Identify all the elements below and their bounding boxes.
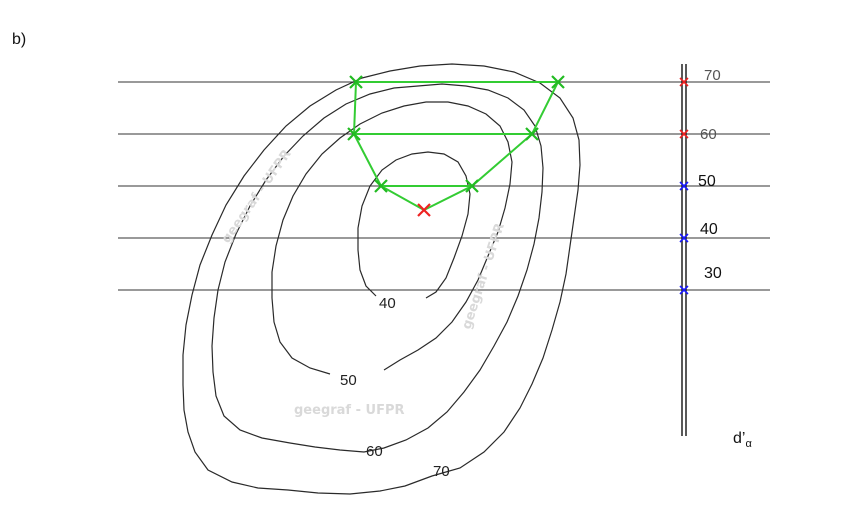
level-label-60: 60 [700,126,717,143]
contour-label-60: 60 [366,443,383,460]
contour-label-70: 70 [433,463,450,480]
marker-green-60-left [347,127,361,141]
watermark-3: geegraf - UFPR [294,403,405,418]
marker-green-60-right [525,127,539,141]
marker-green-70-right [551,75,565,89]
axis-marker-60 [679,129,689,139]
contour-label-40: 40 [379,295,396,312]
watermark-1: geegraf - UFPR [219,147,295,246]
marker-green-50-left [374,179,388,193]
contour-60 [211,83,544,453]
contour-70 [182,63,581,495]
profile-outline [352,81,560,212]
axis-marker-70 [679,77,689,87]
axis-marker-30 [679,285,689,295]
contour-50 [271,101,513,375]
axis-label: d’α [733,430,752,450]
contour-label-50: 50 [340,372,357,389]
level-label-70: 70 [704,67,721,84]
axis-label-main: d’ [733,430,745,447]
axis-label-subscript: α [745,438,752,450]
axis-marker-40 [679,233,689,243]
level-label-50: 50 [698,173,716,190]
contour-40 [357,151,471,299]
level-label-40: 40 [700,221,718,238]
marker-green-70-left [349,75,363,89]
panel-label: b) [12,31,26,48]
marker-green-50-right [465,179,479,193]
level-label-30: 30 [704,265,722,282]
marker-red-summit [417,203,431,217]
axis-marker-50 [679,181,689,191]
